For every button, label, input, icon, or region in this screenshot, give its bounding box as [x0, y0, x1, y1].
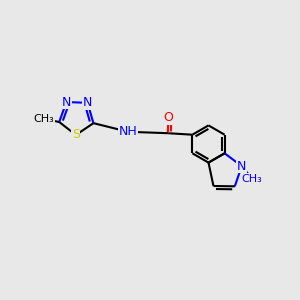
Text: N: N: [83, 96, 92, 109]
Text: NH: NH: [119, 125, 138, 138]
Text: N: N: [62, 96, 71, 109]
Text: S: S: [72, 128, 80, 142]
Text: CH₃: CH₃: [33, 114, 54, 124]
Text: O: O: [164, 111, 173, 124]
Text: N: N: [237, 160, 246, 172]
Text: CH₃: CH₃: [242, 174, 262, 184]
